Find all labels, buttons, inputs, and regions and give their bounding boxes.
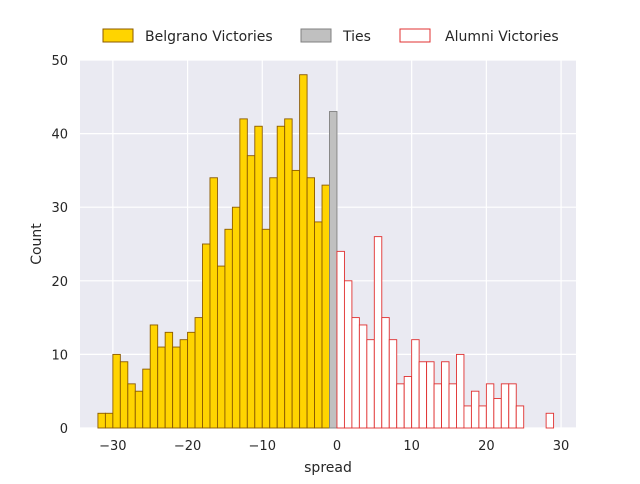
histogram-bar xyxy=(456,353,465,429)
legend-swatch xyxy=(399,28,431,43)
histogram-bar xyxy=(224,228,233,429)
legend-label: Ties xyxy=(342,29,371,45)
legend: Belgrano Victories Ties Alumni Victories xyxy=(102,28,559,45)
histogram-bar xyxy=(493,398,502,429)
histogram-bar xyxy=(470,390,480,429)
histogram-bar xyxy=(119,361,129,429)
legend-swatch xyxy=(300,28,332,43)
legend-swatch xyxy=(102,28,134,43)
histogram-bar xyxy=(179,339,189,429)
histogram-bar xyxy=(134,390,144,429)
legend-label: Alumni Victories xyxy=(445,29,559,45)
histogram-bar xyxy=(418,361,428,429)
histogram-bar xyxy=(246,155,256,429)
x-tick-label: 30 xyxy=(553,439,570,454)
y-tick-label: 40 xyxy=(51,128,68,143)
x-tick-label: 10 xyxy=(403,439,420,454)
histogram-bar xyxy=(112,353,121,429)
histogram-bar xyxy=(508,383,517,429)
histogram-bar xyxy=(321,184,330,429)
histogram-bar xyxy=(426,361,435,429)
histogram-bar xyxy=(366,339,375,429)
histogram-bar xyxy=(358,324,368,429)
histogram-bar xyxy=(261,228,271,429)
histogram-bar xyxy=(314,221,323,429)
histogram-bar xyxy=(515,405,525,429)
histogram-bar xyxy=(299,74,308,429)
x-tick-label: −10 xyxy=(249,439,276,454)
histogram-bar xyxy=(485,383,495,429)
histogram-bar xyxy=(329,111,338,429)
histogram-bar xyxy=(157,346,166,429)
histogram-bar xyxy=(97,412,106,429)
y-tick-label: 50 xyxy=(51,54,68,69)
x-tick-label: 0 xyxy=(333,439,341,454)
y-tick-label: 30 xyxy=(51,201,68,216)
y-axis-label: Count xyxy=(29,223,45,265)
histogram-bar xyxy=(478,405,487,429)
y-tick-label: 10 xyxy=(51,348,68,363)
histogram-bar xyxy=(104,412,114,429)
y-tick-label: 0 xyxy=(60,422,68,437)
histogram-bar xyxy=(463,405,472,429)
histogram-bar xyxy=(239,118,248,429)
histogram-bar xyxy=(441,361,450,429)
histogram-bar xyxy=(403,376,413,429)
x-axis-ticks: −30 −20 −10 0 10 20 30 xyxy=(99,439,569,454)
histogram-bar xyxy=(254,125,263,429)
x-tick-label: −30 xyxy=(99,439,126,454)
y-axis-ticks: 0 10 20 30 40 50 xyxy=(51,54,68,437)
histogram-bar xyxy=(373,236,383,429)
legend-label: Belgrano Victories xyxy=(145,29,273,45)
y-tick-label: 20 xyxy=(51,275,68,290)
histogram-bar xyxy=(127,383,136,429)
histogram-bar xyxy=(433,383,442,429)
histogram-bar xyxy=(216,265,226,429)
histogram-bar xyxy=(269,177,278,429)
x-tick-label: −20 xyxy=(174,439,201,454)
histogram-bar xyxy=(500,383,510,429)
histogram-bar xyxy=(411,339,420,429)
histogram-bar xyxy=(351,317,360,429)
histogram-bar xyxy=(306,177,316,429)
histogram-bar xyxy=(149,324,159,429)
histogram-bar xyxy=(276,125,286,429)
histogram-bar xyxy=(172,346,181,429)
histogram-bar xyxy=(194,317,203,429)
histogram-bar xyxy=(336,250,345,429)
histogram-bar xyxy=(164,331,174,429)
histogram-bar xyxy=(291,169,301,429)
histogram-bar xyxy=(381,317,390,429)
histogram-bar xyxy=(396,383,405,429)
x-axis-label: spread xyxy=(304,460,352,476)
histogram-bar xyxy=(448,383,457,429)
histogram-bar xyxy=(187,331,196,429)
histogram-bar xyxy=(231,206,241,429)
histogram-bar xyxy=(284,118,293,429)
histogram-bar xyxy=(388,339,398,429)
histogram-bars xyxy=(97,74,555,429)
histogram-bar xyxy=(142,368,151,429)
histogram-bar xyxy=(202,243,211,429)
x-tick-label: 20 xyxy=(478,439,495,454)
histogram-bar xyxy=(343,280,353,429)
histogram-bar xyxy=(209,177,218,429)
histogram-bar xyxy=(545,412,555,429)
